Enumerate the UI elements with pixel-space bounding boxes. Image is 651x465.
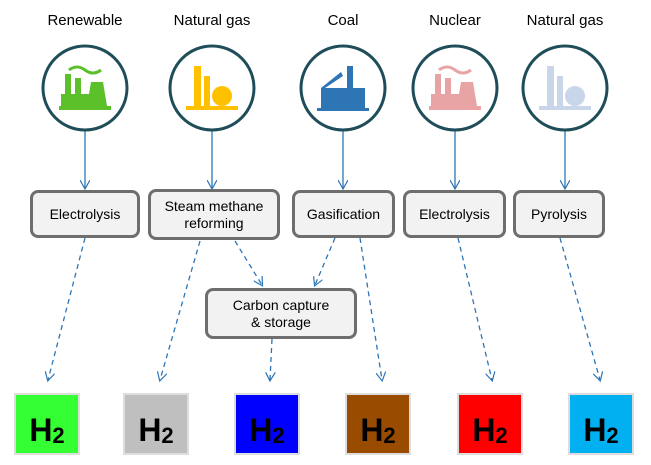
symbol: H xyxy=(360,412,384,448)
tower xyxy=(547,66,554,106)
source-label: Nuclear xyxy=(429,12,481,29)
subscript: 2 xyxy=(161,423,174,448)
base xyxy=(186,106,238,110)
dashed-arrows xyxy=(48,237,600,380)
subscript: 2 xyxy=(383,423,396,448)
symbol: H xyxy=(249,412,273,448)
smoke xyxy=(68,65,102,75)
solid-arrows xyxy=(85,130,565,188)
subscript: 2 xyxy=(606,423,619,448)
symbol: H xyxy=(29,412,53,448)
process-box: Pyrolysis xyxy=(513,190,605,238)
cooling-tower xyxy=(87,82,107,106)
subscript: 2 xyxy=(52,423,65,448)
chimney xyxy=(347,66,353,90)
source-label: Coal xyxy=(327,12,359,29)
chimney xyxy=(445,78,451,96)
source-icon xyxy=(168,44,256,132)
tower xyxy=(204,76,210,106)
source-circle xyxy=(411,44,499,132)
building xyxy=(61,94,89,106)
source-icon xyxy=(411,44,499,132)
building xyxy=(431,94,459,106)
chimney xyxy=(65,74,71,96)
symbol: H xyxy=(583,412,607,448)
conveyor xyxy=(321,72,343,88)
source-icon xyxy=(299,44,387,132)
tower xyxy=(194,66,201,106)
source-circle xyxy=(521,44,609,132)
symbol: H xyxy=(138,412,162,448)
source-label: Natural gas xyxy=(526,12,604,29)
process-box: Electrolysis xyxy=(30,190,140,238)
storage-box: Carbon capture & storage xyxy=(205,288,357,339)
cooling-tower xyxy=(457,82,477,106)
chimney xyxy=(75,78,81,96)
subscript: 2 xyxy=(495,423,508,448)
tank xyxy=(565,86,585,106)
building xyxy=(321,88,365,108)
source-icon xyxy=(41,44,129,132)
source-label: Natural gas xyxy=(173,12,251,29)
smoke xyxy=(438,65,472,75)
source-circle xyxy=(168,44,256,132)
chimney xyxy=(435,74,441,96)
process-box: Electrolysis xyxy=(403,190,506,238)
tank xyxy=(212,86,232,106)
process-box: Gasification xyxy=(292,190,395,238)
base xyxy=(429,106,481,110)
tower xyxy=(557,76,563,106)
process-box: Steam methane reforming xyxy=(148,189,280,240)
base xyxy=(317,108,369,111)
source-circle xyxy=(41,44,129,132)
source-icon xyxy=(521,44,609,132)
base xyxy=(539,106,591,110)
symbol: H xyxy=(472,412,496,448)
base xyxy=(59,106,111,110)
source-label: Renewable xyxy=(47,12,123,29)
subscript: 2 xyxy=(272,423,285,448)
